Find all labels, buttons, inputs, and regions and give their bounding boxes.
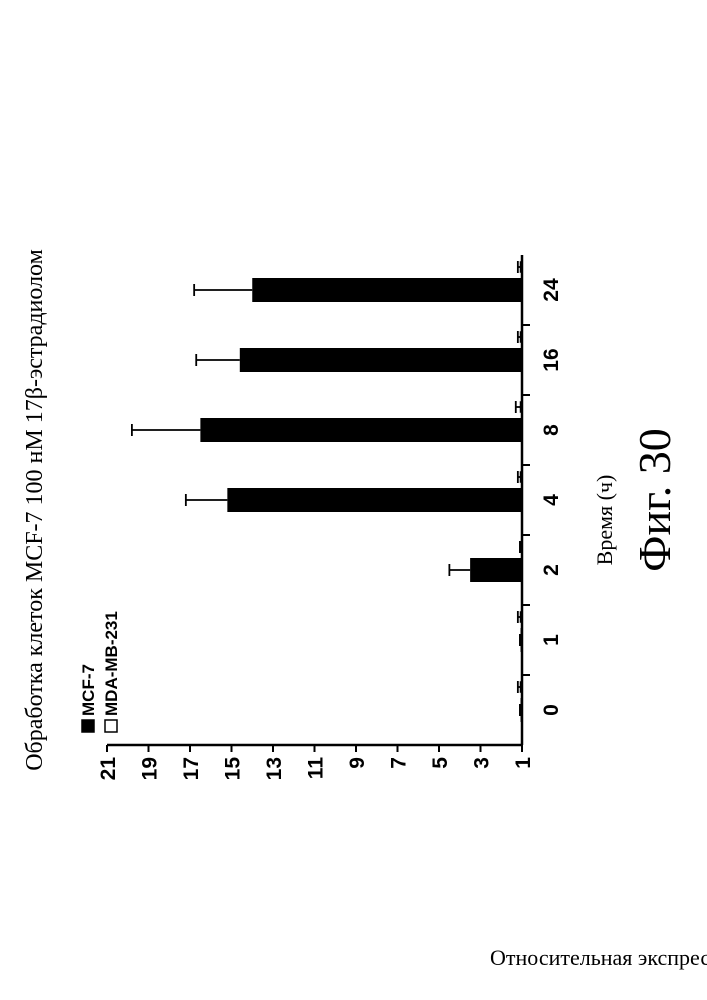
y-tick-label: 13 xyxy=(263,757,286,780)
y-tick-label: 7 xyxy=(388,757,411,769)
y-tick-label: 17 xyxy=(180,757,203,780)
y-tick-label: 1 xyxy=(512,757,535,769)
y-tick-label: 21 xyxy=(97,757,120,781)
plot-area: 13579111315171921012481624 xyxy=(97,255,563,780)
bar-mcf7 xyxy=(252,278,522,302)
y-axis-label: Относительная экспрессия xyxy=(490,945,707,970)
x-axis-label: Время (ч) xyxy=(592,475,617,566)
y-tick-label: 15 xyxy=(222,757,245,781)
y-tick-label: 9 xyxy=(346,757,369,769)
legend-label: MCF-7 xyxy=(79,664,98,716)
x-tick-label: 24 xyxy=(540,278,563,302)
x-tick-label: 2 xyxy=(540,564,563,576)
figure-caption: Фиг. 30 xyxy=(629,428,680,572)
bar-mcf7 xyxy=(470,558,522,582)
y-tick-label: 11 xyxy=(305,757,328,780)
y-tick-label: 3 xyxy=(471,757,494,769)
x-tick-label: 8 xyxy=(540,424,563,436)
x-tick-label: 4 xyxy=(540,494,563,506)
legend-swatch xyxy=(82,720,94,732)
y-tick-label: 5 xyxy=(429,757,452,769)
legend-label: MDA-MB-231 xyxy=(102,611,121,716)
x-tick-label: 0 xyxy=(540,704,563,716)
x-tick-label: 16 xyxy=(540,348,563,371)
legend: MCF-7MDA-MB-231 xyxy=(79,611,121,732)
legend-swatch xyxy=(105,720,117,732)
bar-mcf7 xyxy=(227,488,522,512)
chart-title: Обработка клеток MCF-7 100 нМ 17β-эстрад… xyxy=(22,249,48,771)
bar-mcf7 xyxy=(240,348,522,372)
x-tick-label: 1 xyxy=(540,634,563,646)
y-tick-label: 19 xyxy=(139,757,162,780)
bar-mcf7 xyxy=(200,418,522,442)
